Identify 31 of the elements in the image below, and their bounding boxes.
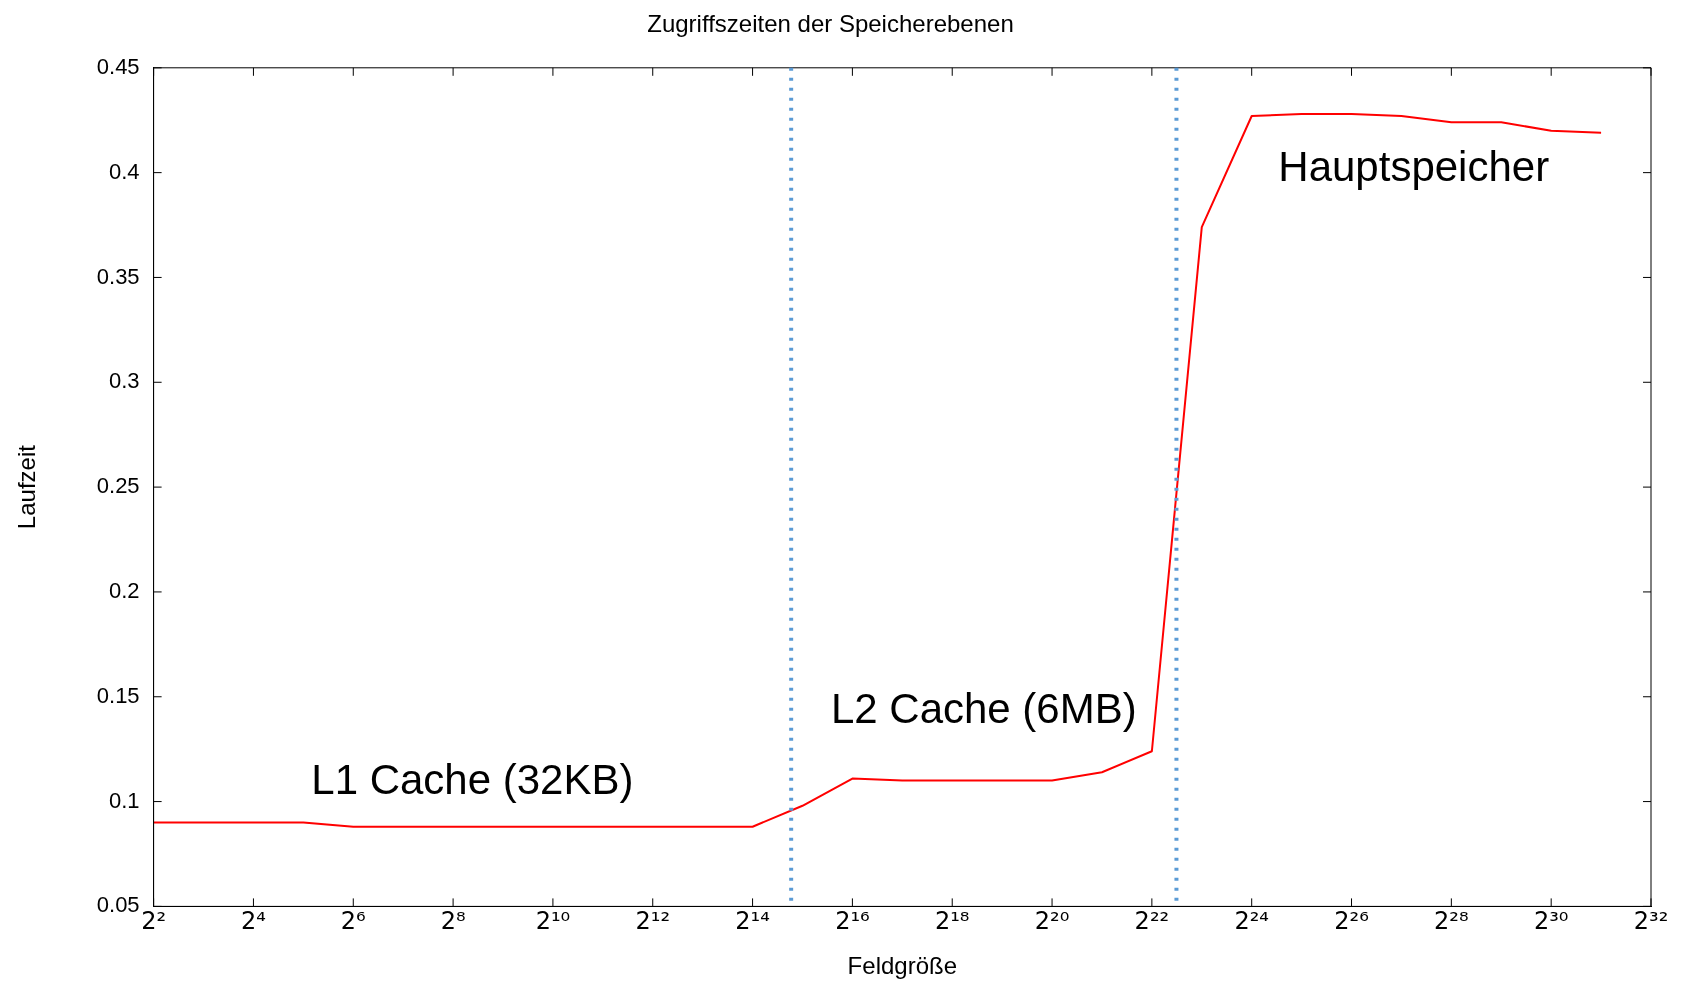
y-tick-label: 0.05 [96, 892, 140, 918]
x-tick-label: 2¹² [635, 907, 670, 936]
x-tick-label: 2¹⁸ [934, 907, 970, 936]
annotation: L2 Cache (6MB) [830, 684, 1137, 732]
x-tick-label: 2²⁶ [1334, 907, 1369, 936]
y-tick-label: 0.35 [96, 263, 140, 289]
chart-title: Zugriffszeiten der Speicherebenen [647, 10, 1014, 38]
y-tick-label: 0.2 [109, 577, 140, 603]
x-tick-label: 2¹⁶ [835, 907, 870, 936]
x-tick-label: 2¹⁴ [735, 907, 770, 936]
x-tick-label: 2²² [1134, 907, 1170, 936]
y-tick-label: 0.4 [109, 158, 140, 184]
x-tick-label: 2²⁰ [1034, 907, 1070, 936]
y-tick-label: 0.1 [109, 787, 140, 813]
x-tick-label: 2²⁴ [1234, 907, 1269, 936]
x-tick-label: 2²⁸ [1434, 907, 1469, 936]
annotation: L1 Cache (32KB) [311, 756, 634, 804]
annotation: Hauptspeicher [1278, 142, 1550, 190]
x-tick-label: 2⁴ [241, 907, 266, 936]
x-axis-title: Feldgröße [847, 952, 957, 980]
x-tick-label: 2⁶ [340, 907, 366, 936]
y-tick-label: 0.15 [96, 682, 140, 708]
y-tick-label: 0.25 [96, 473, 140, 499]
y-axis-title: Laufzeit [13, 444, 41, 530]
y-tick-label: 0.3 [109, 368, 140, 394]
x-tick-label: 2³⁰ [1533, 907, 1569, 936]
x-tick-label: 2² [141, 907, 167, 936]
x-tick-label: 2³² [1633, 907, 1669, 936]
y-tick-label: 0.45 [96, 53, 140, 79]
x-tick-label: 2⁸ [440, 907, 466, 936]
x-tick-label: 2¹⁰ [535, 907, 571, 936]
